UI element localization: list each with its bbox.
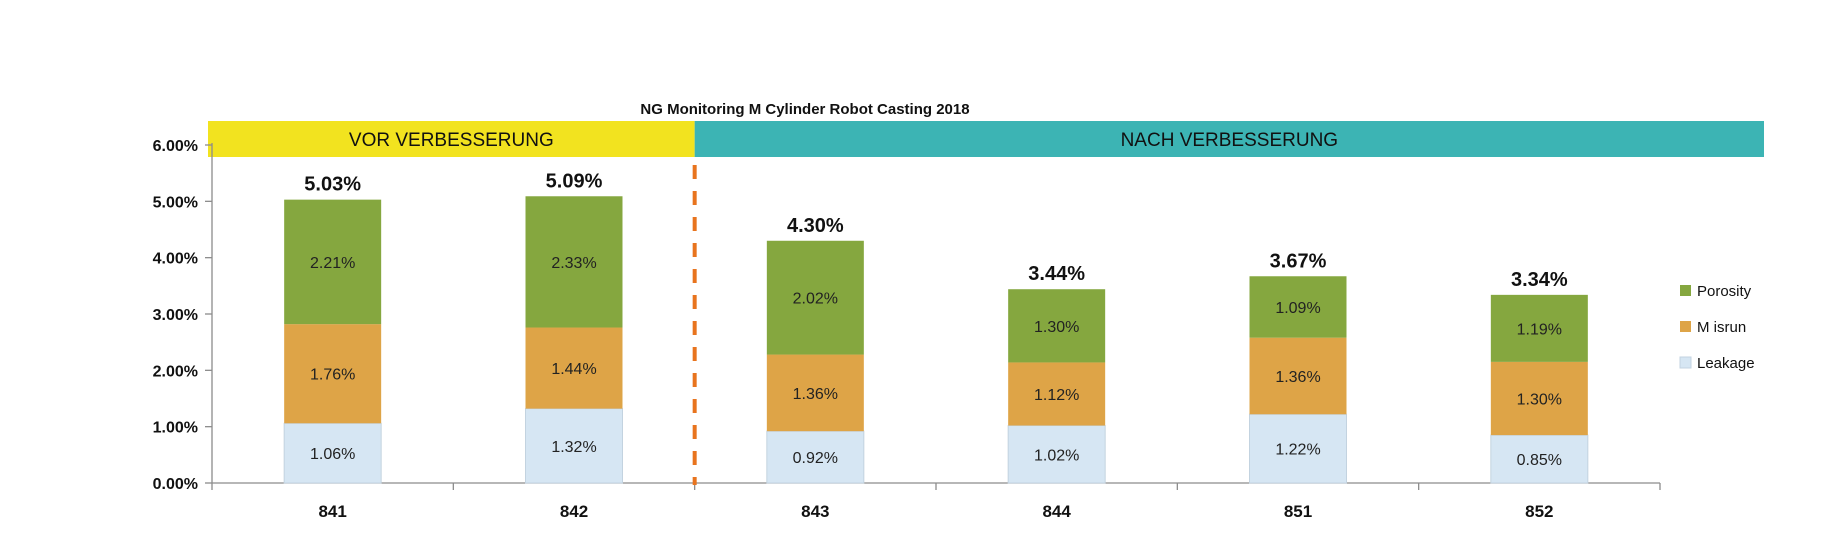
y-tick-label: 4.00% (153, 251, 198, 268)
phase-banner (694, 121, 1764, 157)
bar-segment-porosity (1490, 294, 1588, 362)
bar-segment-misrun (525, 327, 623, 409)
data-label: 1.36% (1275, 369, 1320, 386)
legend-label-misrun: M isrun (1697, 319, 1746, 336)
bar-segment-leakage (1249, 413, 1347, 484)
legend-label-porosity: Porosity (1697, 283, 1752, 300)
data-label: 2.21% (310, 255, 355, 272)
total-label: 3.44% (1028, 263, 1085, 285)
x-tick-label: 852 (1525, 502, 1553, 521)
y-tick-label: 1.00% (153, 420, 198, 437)
data-label: 1.22% (1275, 442, 1320, 459)
bar-segment-porosity (1008, 289, 1106, 363)
bar-segment-porosity (766, 240, 864, 355)
data-label: 1.44% (551, 361, 596, 378)
bar-segment-misrun (284, 324, 382, 424)
x-axis: 841 842 843 844 851 852 (211, 482, 1661, 521)
bar-segment-leakage (1007, 425, 1106, 484)
data-label: 1.12% (1034, 387, 1079, 404)
phase-banner-label: VOR VERBESSERUNG (349, 130, 554, 151)
data-label: 1.36% (793, 386, 838, 403)
y-tick-label: 6.00% (153, 138, 198, 155)
chart-title: NG Monitoring M Cylinder Robot Casting 2… (640, 101, 969, 118)
bar-segment-porosity (525, 196, 623, 328)
total-label: 4.30% (787, 215, 844, 237)
data-label: 1.32% (551, 439, 596, 456)
bar-segment-leakage (283, 422, 382, 484)
data-label: 2.33% (551, 255, 596, 272)
data-label: 1.76% (310, 367, 355, 384)
phase-banners: VOR VERBESSERUNG NACH VERBESSERUNG (208, 121, 1764, 157)
bar-segment-misrun (1008, 362, 1106, 426)
y-tick-label: 2.00% (153, 363, 198, 380)
x-tick-label: 842 (560, 502, 588, 521)
data-label: 1.30% (1034, 319, 1079, 336)
y-tick-label: 3.00% (153, 307, 198, 324)
total-label: 3.34% (1511, 269, 1568, 291)
bar-segment-leakage (525, 408, 623, 484)
data-label: 0.92% (793, 450, 838, 467)
bar-segment-porosity (284, 199, 382, 325)
total-label: 5.09% (546, 170, 603, 192)
bar-segment-leakage (1490, 434, 1589, 484)
bar-segment-misrun (1249, 337, 1347, 415)
data-label: 1.19% (1517, 321, 1562, 338)
legend-label-leakage: Leakage (1697, 355, 1755, 372)
x-tick-label: 841 (318, 502, 346, 521)
y-tick-label: 0.00% (153, 476, 198, 493)
total-label: 3.67% (1270, 250, 1327, 272)
data-label: 1.30% (1517, 392, 1562, 409)
bar-segment-leakage (766, 430, 865, 484)
bars: 1.06% 1.76% 2.21% 5.03% 1.32% 1.44% 2.33% 5.09%… (283, 170, 1589, 484)
legend-swatch-porosity (1680, 285, 1691, 296)
legend: Porosity M isrun Leakage (1679, 283, 1755, 372)
data-label: 1.02% (1034, 447, 1079, 464)
bar-segment-misrun (766, 354, 864, 432)
x-tick-label: 844 (1042, 502, 1071, 521)
phase-banner-label: NACH VERBESSERUNG (1121, 130, 1339, 151)
x-tick-label: 843 (801, 502, 829, 521)
data-label: 1.06% (310, 446, 355, 463)
data-label: 1.09% (1275, 300, 1320, 317)
data-label: 0.85% (1517, 452, 1562, 469)
total-label: 5.03% (304, 174, 361, 196)
y-axis: 0.00% 1.00% 2.00% 3.00% 4.00% 5.00% 6.00% (153, 138, 213, 493)
y-tick-label: 5.00% (153, 194, 198, 211)
legend-swatch-leakage (1679, 356, 1692, 369)
bar-segment-misrun (1490, 361, 1588, 436)
phase-banner (208, 121, 695, 157)
bar-segment-porosity (1249, 276, 1347, 338)
x-tick-label: 851 (1284, 502, 1312, 521)
data-label: 2.02% (793, 291, 838, 308)
legend-swatch-misrun (1680, 321, 1691, 332)
